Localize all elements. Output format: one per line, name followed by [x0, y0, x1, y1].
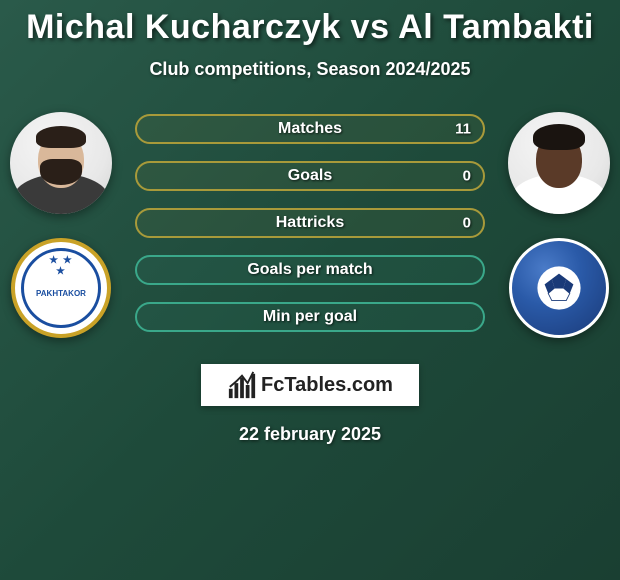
- stat-label: Goals per match: [247, 261, 372, 279]
- source-logo: FcTables.com: [201, 364, 419, 406]
- stat-bar-matches: Matches 11: [135, 114, 485, 144]
- stat-value-right: 0: [463, 168, 471, 185]
- date: 22 february 2025: [0, 424, 620, 445]
- stat-value-right: 0: [463, 215, 471, 232]
- stat-label: Min per goal: [263, 308, 357, 326]
- stat-bar-hattricks: Hattricks 0: [135, 208, 485, 238]
- left-column: ★ ★ ★ PAKHTAKOR: [9, 112, 113, 338]
- club-left-badge: ★ ★ ★ PAKHTAKOR: [11, 238, 111, 338]
- stat-value-right: 11: [455, 121, 471, 138]
- stat-bar-min-per-goal: Min per goal: [135, 302, 485, 332]
- football-icon: [532, 261, 586, 315]
- stat-label: Hattricks: [276, 214, 344, 232]
- bars-icon: [227, 370, 257, 400]
- comparison-card: Michal Kucharczyk vs Al Tambakti Club co…: [0, 0, 620, 445]
- content-row: ★ ★ ★ PAKHTAKOR Matches 11 Goals 0 Hattr…: [0, 112, 620, 338]
- club-right-badge: [509, 238, 609, 338]
- right-column: [507, 112, 611, 338]
- stat-label: Matches: [278, 120, 342, 138]
- title: Michal Kucharczyk vs Al Tambakti: [0, 8, 620, 47]
- stat-label: Goals: [288, 167, 332, 185]
- stat-bar-goals: Goals 0: [135, 161, 485, 191]
- player-left-avatar: [10, 112, 112, 214]
- stats-bars: Matches 11 Goals 0 Hattricks 0 Goals per…: [135, 112, 485, 332]
- subtitle: Club competitions, Season 2024/2025: [0, 59, 620, 80]
- player-right-avatar: [508, 112, 610, 214]
- logo-text: FcTables.com: [261, 374, 393, 397]
- stat-bar-goals-per-match: Goals per match: [135, 255, 485, 285]
